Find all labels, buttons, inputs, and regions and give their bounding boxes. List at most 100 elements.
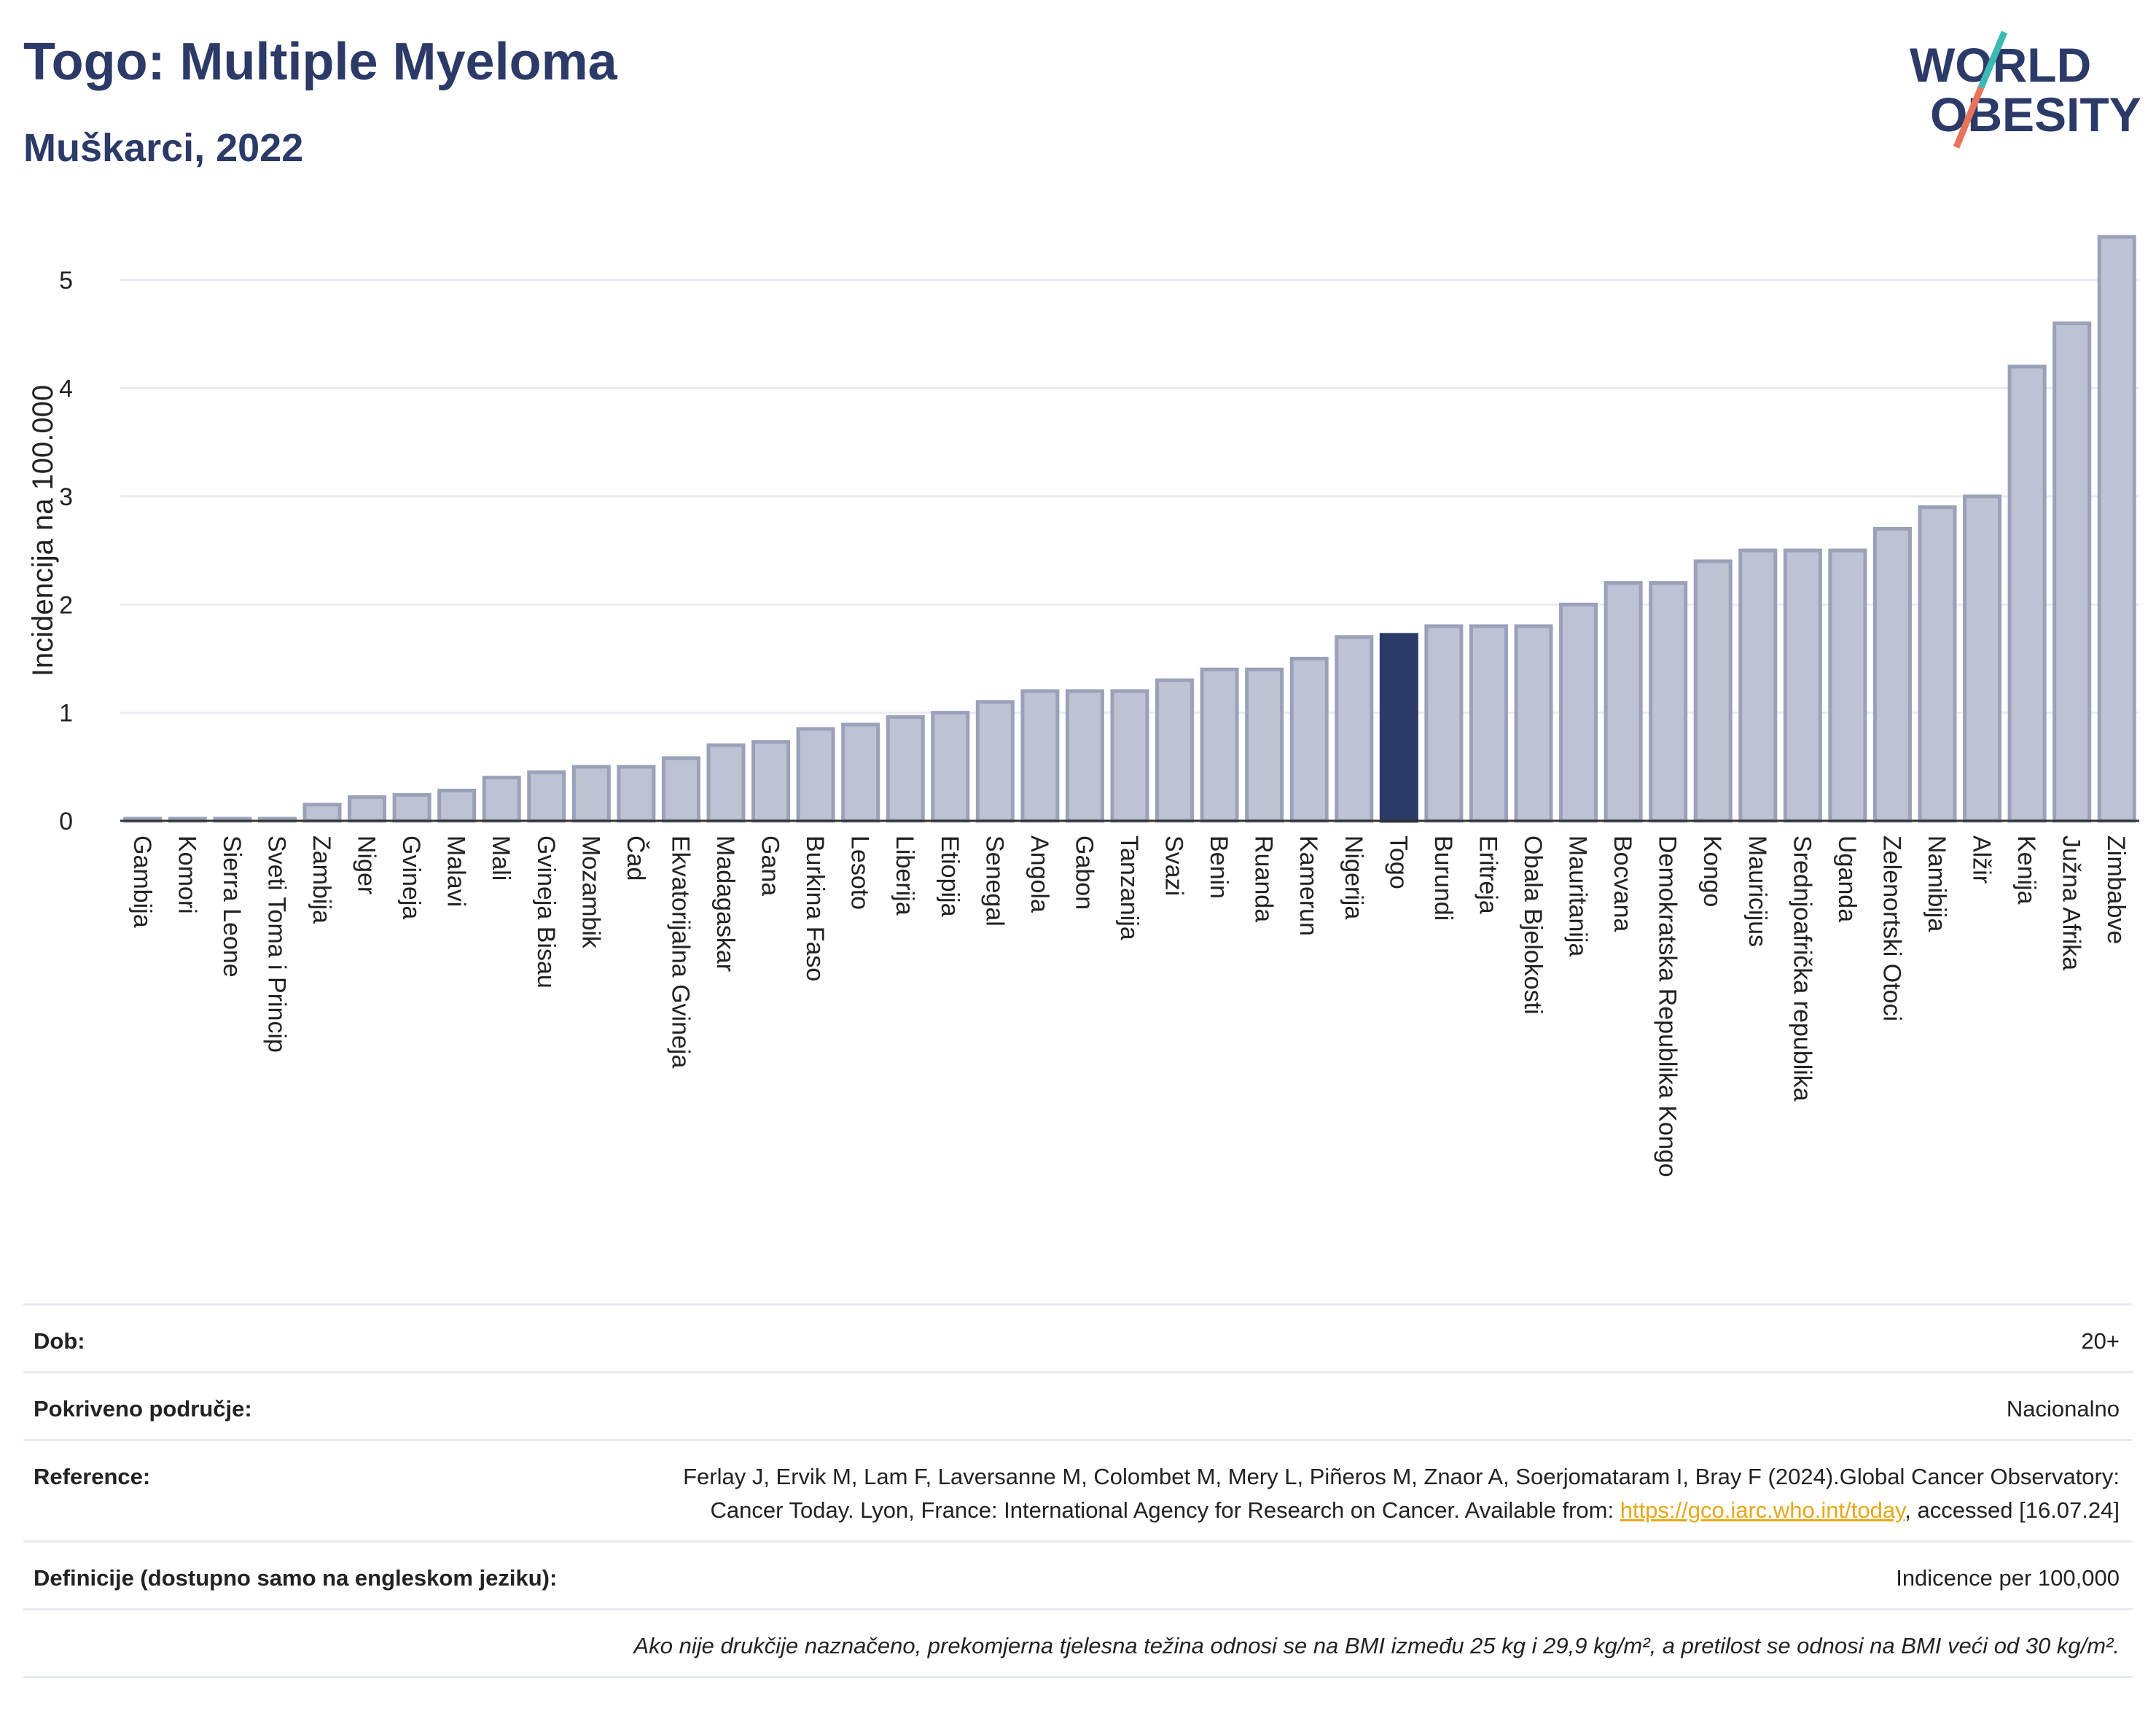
world-obesity-logo: WORLD OBESITY (1910, 31, 2141, 149)
info-row-note: Ako nije drukčije naznačeno, prekomjerna… (23, 1608, 2133, 1678)
bar (527, 770, 566, 823)
bar (1245, 667, 1284, 823)
y-axis-label: Incidencija na 100.000 (27, 385, 59, 677)
bar (1020, 689, 1060, 823)
bar (706, 743, 746, 823)
x-tick-label: Gambija (128, 835, 156, 928)
info-row-coverage: Pokriveno područje: Nacionalno (23, 1371, 2133, 1439)
bar (1963, 494, 2002, 823)
x-tick-label: Mauricijus (1743, 835, 1771, 947)
bar (1289, 656, 1329, 823)
definitions-label: Definicije (dostupno samo na engleskom j… (34, 1565, 558, 1591)
bar (1649, 581, 1688, 823)
bar (571, 765, 611, 823)
x-tick-label: Ruanda (1250, 835, 1278, 922)
bar (1559, 602, 1598, 823)
x-tick-label: Zelenortski Otoci (1878, 835, 1905, 1021)
coverage-label: Pokriveno područje: (34, 1396, 252, 1422)
y-tick-label: 3 (59, 483, 73, 511)
references-text-after: , accessed [16.07.24] (1905, 1497, 2120, 1523)
bar (2097, 235, 2136, 823)
bmi-note: Ako nije drukčije naznačeno, prekomjerna… (633, 1633, 2120, 1658)
definitions-value: Indicence per 100,000 (1896, 1565, 2120, 1591)
bar (1872, 526, 1912, 823)
x-tick-label: Madagaskar (711, 835, 739, 972)
x-tick-label: Malavi (442, 835, 470, 907)
bar (1604, 581, 1643, 823)
x-tick-label: Etiopija (936, 835, 964, 917)
bar (302, 803, 342, 823)
x-tick-label: Sveti Toma i Princip (262, 835, 290, 1053)
x-tick-label: Kongo (1698, 835, 1726, 907)
y-tick-label: 5 (59, 267, 73, 295)
bar (751, 740, 791, 823)
references-link[interactable]: https://gco.iarc.who.int/today (1620, 1497, 1905, 1523)
x-tick-label: Eritreja (1474, 835, 1501, 914)
x-tick-label: Alžir (1968, 835, 1996, 884)
bar (1693, 559, 1733, 823)
bar (1514, 624, 1553, 823)
age-value: 20+ (2081, 1328, 2120, 1354)
x-tick-label: Mali (487, 835, 515, 881)
x-tick-label: Togo (1384, 835, 1412, 889)
x-tick-label: Sierra Leone (218, 835, 246, 978)
info-table: Dob: 20+ Pokriveno područje: Nacionalno … (23, 1303, 2133, 1678)
x-tick-label: Liberija (891, 835, 918, 916)
bar (482, 776, 521, 823)
x-tick-label: Lesoto (846, 835, 874, 910)
y-tick-label: 0 (59, 808, 73, 835)
info-row-definitions: Definicije (dostupno samo na engleskom j… (23, 1540, 2133, 1608)
x-tick-label: Gabon (1070, 835, 1098, 910)
x-tick-label: Benin (1205, 835, 1233, 899)
x-tick-label: Kenija (2012, 835, 2040, 905)
bar-chart: 0 1 2 3 4 5 Incidencija na 100.000 Gambija Komor… (27, 235, 2139, 1177)
y-tick-label: 1 (59, 700, 73, 728)
bar (1828, 548, 1867, 823)
x-tick-label: Južna Afrika (2058, 835, 2085, 970)
x-tick-label: Svazi (1160, 835, 1188, 896)
x-tick-label: Nigerija (1340, 835, 1367, 919)
bar (661, 756, 700, 823)
age-label: Dob: (34, 1328, 85, 1354)
bar (886, 715, 925, 823)
x-tick-label: Ekvatorijalna Gvineja (666, 835, 694, 1068)
x-tick-label: Uganda (1833, 835, 1861, 922)
x-tick-label: Zambija (308, 835, 335, 924)
x-tick-label: Burundi (1429, 835, 1457, 921)
x-tick-label: Gvineja Bisau (532, 835, 560, 989)
x-tick-label: Namibija (1923, 835, 1950, 932)
x-tick-label: Niger (353, 835, 380, 894)
bar (796, 727, 835, 823)
logo-slash-top (1977, 31, 2008, 89)
logo-slash-bottom (1953, 86, 1985, 149)
references-value: Ferlay J, Ervik M, Lam F, Laversanne M, … (633, 1460, 2120, 1527)
bar (975, 700, 1015, 823)
bar (392, 792, 431, 823)
bar (1379, 633, 1418, 823)
page-subtitle: Muškarci, 2022 (23, 126, 304, 170)
info-row-age: Dob: 20+ (23, 1303, 2133, 1371)
bar (841, 722, 880, 823)
y-tick-label: 4 (59, 375, 73, 403)
bar (1335, 635, 1374, 823)
references-label: Reference: (34, 1464, 151, 1489)
x-tick-label: Senegal (980, 835, 1008, 927)
bar (2007, 364, 2047, 823)
coverage-value: Nacionalno (2006, 1396, 2120, 1422)
x-tick-label: Gvineja (397, 835, 425, 919)
x-tick-label: Srednjoafrička republika (1788, 835, 1816, 1102)
x-tick-label: Zimbabve (2102, 835, 2130, 944)
bar (437, 788, 477, 823)
x-tick-label: Demokratska Republika Kongo (1654, 835, 1682, 1177)
bar (1200, 667, 1239, 823)
bar (1155, 678, 1195, 823)
bar (931, 711, 970, 823)
bar (1469, 624, 1508, 823)
bar (1738, 548, 1778, 823)
x-tick-label: Angola (1026, 835, 1053, 913)
x-tick-label: Bocvana (1609, 835, 1636, 932)
bar (1424, 624, 1464, 823)
x-tick-label: Tanzanija (1115, 835, 1143, 940)
x-tick-label: Čad (622, 835, 649, 881)
x-tick-label: Burkina Faso (801, 835, 829, 981)
